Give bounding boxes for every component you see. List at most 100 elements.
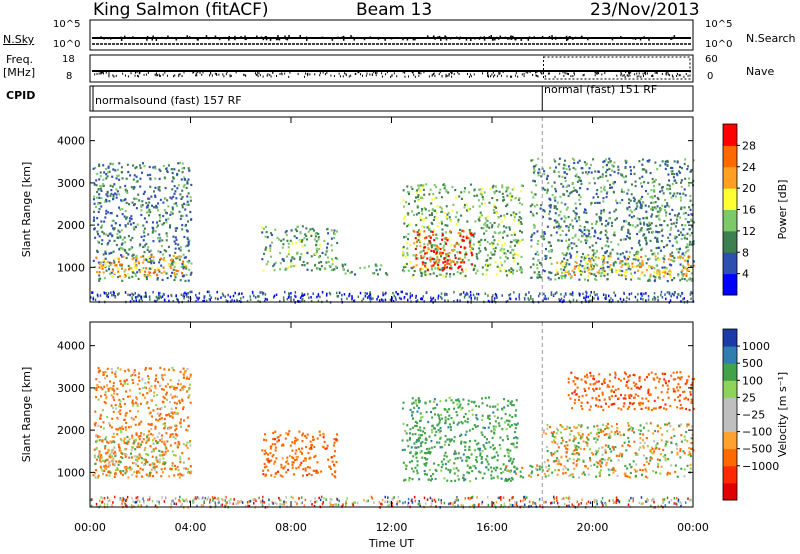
- scatter-cell: [148, 463, 151, 466]
- noise-cell: [673, 502, 675, 505]
- scatter-cell: [174, 227, 177, 230]
- noise-cell: [235, 502, 238, 506]
- scatter-cell: [269, 247, 272, 250]
- noise-cell: [604, 296, 606, 300]
- scatter-cell: [173, 192, 176, 195]
- noise-cell: [158, 291, 160, 295]
- scatter-cell: [572, 189, 575, 193]
- scatter-cell: [446, 261, 449, 264]
- freq-dot: [108, 73, 110, 76]
- scatter-cell: [100, 189, 103, 192]
- noise-cell: [471, 496, 473, 499]
- noise-cell: [666, 496, 669, 500]
- noise-cell: [230, 498, 232, 501]
- noise-cell: [248, 504, 251, 508]
- scatter-cell: [132, 402, 135, 405]
- scatter-cell: [503, 248, 506, 251]
- scatter-cell: [479, 211, 482, 214]
- scatter-cell: [683, 206, 686, 209]
- noise-cell: [646, 497, 649, 501]
- scatter-cell: [585, 220, 588, 224]
- scatter-cell: [416, 206, 419, 209]
- scatter-cell: [102, 371, 105, 374]
- scatter-cell: [429, 236, 432, 239]
- scatter-cell: [599, 237, 602, 241]
- scatter-cell: [148, 197, 151, 200]
- scatter-cell: [680, 179, 683, 182]
- scatter-cell: [166, 170, 169, 174]
- scatter-cell: [182, 260, 185, 263]
- scatter-cell: [169, 393, 172, 396]
- noise-cell: [409, 295, 412, 298]
- noise-cell: [571, 291, 574, 294]
- nsky-dot: [611, 38, 614, 41]
- scatter-cell: [131, 434, 134, 437]
- scatter-cell: [179, 383, 182, 386]
- scatter-cell: [279, 262, 282, 265]
- scatter-cell: [163, 463, 166, 466]
- scatter-cell: [184, 369, 187, 373]
- freq-dot: [255, 72, 257, 75]
- scatter-cell: [555, 268, 558, 271]
- noise-cell: [542, 299, 544, 303]
- scatter-cell: [431, 212, 434, 215]
- noise-cell: [249, 298, 252, 301]
- scatter-cell: [631, 274, 634, 278]
- scatter-cell: [301, 238, 304, 242]
- scatter-cell: [132, 418, 135, 421]
- scatter-cell: [493, 221, 496, 225]
- scatter-cell: [173, 168, 176, 171]
- noise-cell: [344, 504, 347, 507]
- noise-cell: [593, 297, 595, 300]
- scatter-cell: [561, 229, 564, 233]
- scatter-cell: [269, 232, 272, 235]
- scatter-cell: [120, 229, 123, 232]
- scatter-cell: [435, 274, 438, 278]
- scatter-cell: [141, 386, 144, 389]
- scatter-cell: [404, 264, 407, 267]
- scatter-cell: [107, 441, 110, 445]
- noise-cell: [335, 503, 337, 507]
- freq-dot: [640, 75, 642, 78]
- scatter-cell: [617, 168, 620, 171]
- scatter-cell: [560, 268, 563, 271]
- scatter-cell: [98, 380, 101, 384]
- scatter-cell: [102, 271, 105, 274]
- noise-cell: [553, 501, 556, 504]
- scatter-cell: [314, 252, 317, 256]
- scatter-cell: [333, 229, 336, 232]
- scatter-cell: [139, 177, 142, 180]
- scatter-cell: [588, 167, 591, 170]
- scatter-cell: [445, 242, 448, 245]
- scatter-cell: [440, 255, 443, 258]
- scatter-cell: [125, 177, 128, 180]
- scatter-cell: [607, 255, 610, 258]
- scatter-cell: [173, 278, 176, 282]
- scatter-cell: [420, 218, 423, 222]
- scatter-cell: [116, 190, 119, 193]
- scatter-cell: [564, 203, 567, 206]
- noise-cell: [665, 297, 667, 301]
- scatter-cell: [655, 246, 658, 250]
- scatter-cell: [659, 207, 662, 210]
- scatter-cell: [508, 228, 511, 231]
- freq-dot: [362, 74, 364, 77]
- scatter-cell: [553, 226, 556, 229]
- scatter-cell: [172, 268, 175, 271]
- scatter-cell: [662, 257, 665, 260]
- scatter-cell: [485, 259, 488, 262]
- scatter-cell: [429, 242, 432, 245]
- scatter-cell: [290, 262, 293, 265]
- scatter-cell: [675, 181, 678, 185]
- scatter-cell: [155, 440, 158, 443]
- nsky-dot: [437, 36, 439, 39]
- scatter-cell: [169, 263, 172, 266]
- scatter-cell: [467, 259, 470, 262]
- scatter-cell: [98, 207, 101, 211]
- scatter-cell: [132, 187, 135, 190]
- scatter-cell: [544, 257, 547, 261]
- scatter-cell: [282, 238, 285, 241]
- scatter-cell: [133, 203, 136, 206]
- scatter-cell: [506, 234, 509, 237]
- scatter-cell: [624, 166, 627, 170]
